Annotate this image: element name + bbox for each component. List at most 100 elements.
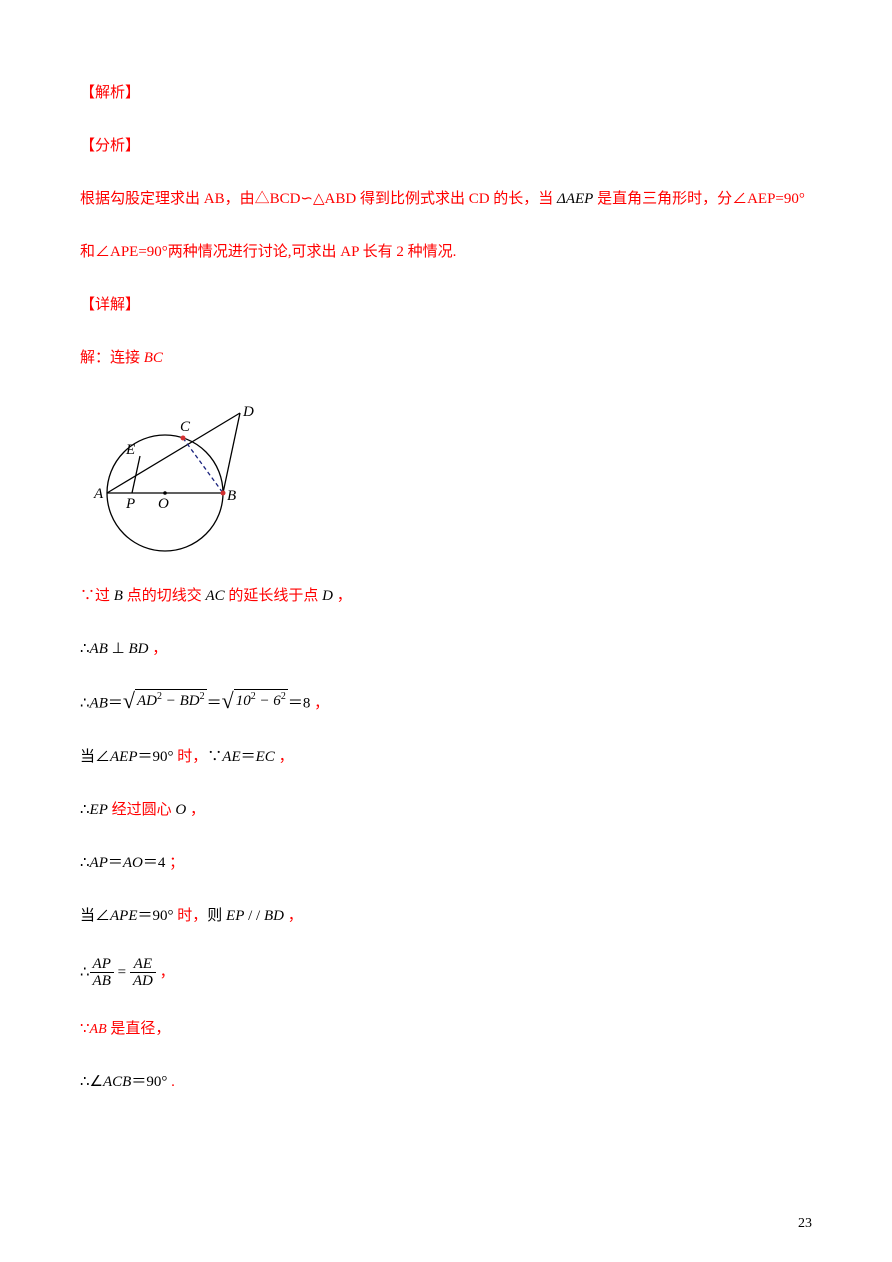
s4-aep: AEP <box>110 749 138 765</box>
s3-ab: AB <box>90 696 108 712</box>
label-a: A <box>93 486 104 502</box>
s4-ec: EC <box>256 749 275 765</box>
s7-bd: BD <box>264 908 284 924</box>
s7-c: 则 <box>207 908 226 924</box>
solve-line: 解：连接 BC <box>80 345 812 372</box>
s7-a: 当∠ <box>80 908 110 924</box>
paragraph-1: 根据勾股定理求出 AB，由△BCD∽△ABD 得到比例式求出 CD 的长，当 Δ… <box>80 186 812 213</box>
s5-o: O <box>175 802 186 818</box>
point-b-dot <box>221 491 226 496</box>
s9-b: 是直径， <box>107 1021 171 1037</box>
sqrt-2: √102 − 62 <box>222 689 288 712</box>
s1-b-point: B <box>114 588 123 604</box>
line-bd <box>223 413 240 493</box>
page-number: 23 <box>798 1216 812 1232</box>
s1-a: ∵过 <box>80 588 114 604</box>
para1-math: ΔAEP <box>557 191 593 207</box>
s8-comma: ， <box>156 964 175 980</box>
s6-a: ∴ <box>80 855 90 871</box>
s8-den1: AB <box>90 973 114 990</box>
s8-den2: AD <box>130 973 156 990</box>
s7-b: ＝90° <box>138 908 178 924</box>
s10-b: ＝90° <box>131 1074 167 1090</box>
point-o-dot <box>163 491 167 495</box>
s5-a: ∴ <box>80 802 90 818</box>
s6-eq2: ＝4 <box>143 855 166 871</box>
s4-shi: 时， <box>177 749 207 765</box>
label-b: B <box>227 488 236 504</box>
s6-semi: ； <box>165 855 184 871</box>
s3-eq2: ＝ <box>207 696 222 712</box>
s8-eq: = <box>114 964 130 980</box>
step-1: ∵过 B 点的切线交 AC 的延长线于点 D ， <box>80 583 812 610</box>
s7-ape: APE <box>110 908 138 924</box>
s8-a: ∴ <box>80 964 90 980</box>
s8-num2: AE <box>130 956 156 974</box>
s2-perp: ⊥ <box>108 641 129 657</box>
s2-ab: AB <box>90 641 108 657</box>
line-cb-dashed <box>183 438 223 493</box>
s7-shi: 时， <box>177 908 207 924</box>
heading-fenxi: 【分析】 <box>80 133 812 160</box>
sqrt-1: √AD2 − BD2 <box>123 689 207 712</box>
s1-d: ， <box>333 588 352 604</box>
s4-eq: ＝ <box>241 749 256 765</box>
s10-period: . <box>167 1074 175 1090</box>
s1-ac: AC <box>205 588 224 604</box>
s7-comma: ， <box>284 908 303 924</box>
step-3: ∴AB＝√AD2 − BD2＝√102 − 62＝8 ， <box>80 689 812 718</box>
s3-ad: AD <box>137 693 157 709</box>
s4-c: ∵ <box>207 749 222 765</box>
para1-text-b: 是直角三角形时，分∠AEP=90° <box>593 191 805 207</box>
step-9: ∵AB 是直径， <box>80 1016 812 1043</box>
s1-b: 点的切线交 <box>123 588 206 604</box>
s10-a: ∴∠ <box>80 1074 103 1090</box>
s3-result: ＝8 <box>288 696 311 712</box>
s9-ab: AB <box>90 1022 107 1037</box>
s8-num1: AP <box>90 956 114 974</box>
frac-ae-ad: AEAD <box>130 956 156 990</box>
heading-analysis: 【解析】 <box>80 80 812 107</box>
step-7: 当∠APE＝90° 时，则 EP / / BD ， <box>80 903 812 930</box>
s3-6: − 6 <box>256 693 281 709</box>
label-e: E <box>125 442 135 458</box>
s2-bd: BD <box>128 641 148 657</box>
s6-eq1: ＝ <box>108 855 123 871</box>
step-6: ∴AP＝AO＝4 ； <box>80 850 812 877</box>
step-2: ∴AB ⊥ BD ， <box>80 636 812 663</box>
label-p: P <box>125 496 135 512</box>
s6-ao: AO <box>123 855 143 871</box>
s7-par: / / <box>244 908 264 924</box>
label-o: O <box>158 496 169 512</box>
s3-10: 10 <box>236 693 251 709</box>
label-c: C <box>180 419 191 435</box>
s6-ap: AP <box>90 855 108 871</box>
step-5: ∴EP 经过圆心 O ， <box>80 797 812 824</box>
s4-a: 当∠ <box>80 749 110 765</box>
paragraph-2: 和∠APE=90°两种情况进行讨论,可求出 AP 长有 2 种情况. <box>80 239 812 266</box>
s1-c: 的延长线于点 <box>225 588 323 604</box>
heading-detail: 【详解】 <box>80 292 812 319</box>
s5-b: 经过圆心 <box>108 802 176 818</box>
s3-eq1: ＝ <box>108 696 123 712</box>
label-d: D <box>242 404 254 420</box>
s10-acb: ACB <box>103 1074 131 1090</box>
solve-bc: BC <box>144 350 163 366</box>
s2-comma: ， <box>148 641 167 657</box>
point-c-dot <box>181 436 186 441</box>
s4-comma: ， <box>275 749 294 765</box>
step-8: ∴APAB = AEAD ， <box>80 956 812 990</box>
s2-a: ∴ <box>80 641 90 657</box>
s7-ep: EP <box>226 908 244 924</box>
geometry-diagram: A B O P C D E <box>80 398 812 563</box>
s4-ae: AE <box>222 749 240 765</box>
step-4: 当∠AEP＝90° 时，∵AE＝EC ， <box>80 744 812 771</box>
s9-a: ∵ <box>80 1021 90 1037</box>
s1-d-point: D <box>322 588 333 604</box>
s3-bd: − BD <box>162 693 200 709</box>
solve-label: 解：连接 <box>80 350 144 366</box>
s5-ep: EP <box>90 802 108 818</box>
s3-comma: ， <box>310 696 329 712</box>
s5-comma: ， <box>186 802 205 818</box>
frac-ap-ab: APAB <box>90 956 114 990</box>
